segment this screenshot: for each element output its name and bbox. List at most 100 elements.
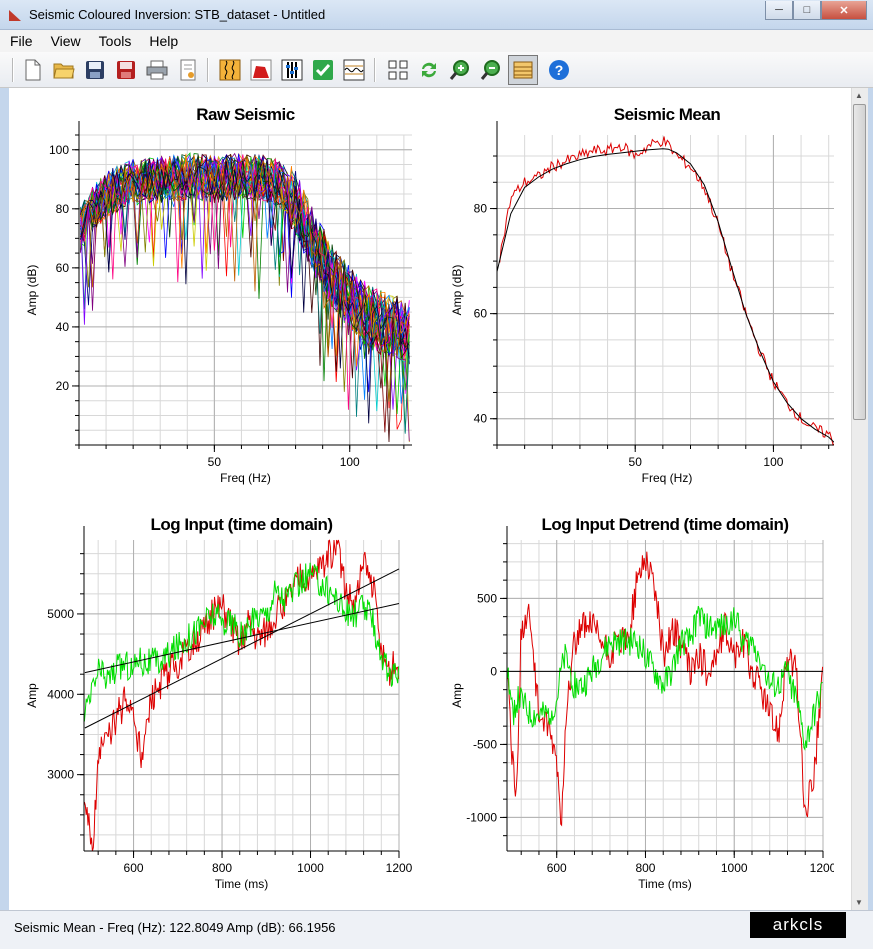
chart-svg: 600 800 1000 1200 3000 4000 5000 Log Input (tim…	[25, 515, 413, 891]
chart-title: Raw Seismic	[196, 105, 294, 124]
y-tick-label: 60	[56, 261, 70, 275]
chart-svg: 50 100 20 40 60 80 100 Raw Seismic Freq (Hz) Amp …	[25, 105, 412, 485]
y-tick-label: 40	[56, 320, 70, 334]
menu-bar: File View Tools Help	[0, 30, 873, 52]
x-axis-label: Freq (Hz)	[642, 471, 693, 485]
x-tick-label: 1200	[386, 861, 413, 875]
seismic-mean-chart: 50 100 40 60 80 Seismic Mean Freq (Hz) Amp (dB)	[424, 88, 834, 493]
y-tick-label: 60	[474, 307, 488, 321]
save-icon[interactable]	[83, 58, 107, 82]
toolbar-separator	[12, 58, 14, 82]
window-frame-left	[0, 88, 9, 910]
series-line	[80, 155, 410, 348]
logo-text: arkcls	[772, 915, 824, 934]
series-line	[84, 568, 400, 729]
menu-file[interactable]: File	[10, 33, 33, 49]
status-text: Seismic Mean - Freq (Hz): 122.8049 Amp (…	[14, 920, 336, 935]
series-group	[80, 152, 410, 443]
menu-tools[interactable]: Tools	[98, 33, 132, 49]
scroll-up-icon[interactable]: ▲	[855, 91, 863, 100]
spectrum-icon[interactable]	[249, 58, 273, 82]
chart-title: Log Input Detrend (time domain)	[541, 515, 788, 534]
refresh-icon[interactable]	[417, 58, 441, 82]
toolbar: ?	[0, 52, 873, 88]
y-axis-label: Amp	[25, 683, 39, 708]
minimize-button[interactable]: ─	[765, 1, 793, 20]
y-tick-label: 80	[56, 202, 70, 216]
x-axis-label: Time (ms)	[638, 877, 692, 891]
y-tick-label: -500	[473, 737, 497, 751]
series-line	[83, 539, 400, 852]
print-icon[interactable]	[145, 58, 169, 82]
y-tick-label: 0	[490, 664, 497, 678]
x-tick-label: 800	[212, 861, 232, 875]
grid	[496, 135, 834, 446]
title-bar: Seismic Coloured Inversion: STB_dataset …	[0, 0, 873, 30]
seismic-trace-icon[interactable]	[218, 58, 242, 82]
x-tick-label: 1200	[810, 861, 834, 875]
chart-panel: 50 100 20 40 60 80 100 Raw Seismic Freq (Hz) Amp …	[9, 88, 851, 910]
app-logo-icon	[9, 10, 21, 21]
scroll-down-icon[interactable]: ▼	[855, 898, 863, 907]
company-logo: arkcls	[750, 912, 846, 938]
series-line	[84, 603, 400, 674]
series-group	[506, 551, 824, 827]
window-title: Seismic Coloured Inversion: STB_dataset …	[29, 7, 326, 22]
series-line	[506, 551, 824, 827]
axes: 600 800 1000 1200 -1000 -500 0 500	[466, 526, 834, 875]
save-as-icon[interactable]	[114, 58, 138, 82]
zoom-out-icon[interactable]	[479, 58, 503, 82]
svg-text:?: ?	[555, 62, 564, 78]
menu-view[interactable]: View	[50, 33, 81, 49]
x-tick-label: 600	[547, 861, 567, 875]
close-button[interactable]: ✕	[821, 1, 867, 20]
series-line	[80, 155, 410, 356]
wavelet-icon[interactable]	[342, 58, 366, 82]
scrollbar-thumb[interactable]	[853, 104, 866, 420]
check-icon[interactable]	[311, 58, 335, 82]
document-properties-icon[interactable]	[176, 58, 200, 82]
axes: 600 800 1000 1200 3000 4000 5000	[47, 526, 413, 875]
zoom-in-icon[interactable]	[448, 58, 472, 82]
y-tick-label: 500	[477, 591, 497, 605]
vertical-scrollbar[interactable]: ▲ ▼	[851, 88, 868, 910]
x-tick-label: 100	[763, 455, 783, 469]
y-tick-label: 40	[474, 412, 488, 426]
y-tick-label: -1000	[466, 810, 497, 824]
maximize-button[interactable]: □	[793, 1, 821, 20]
y-axis-label: Amp (dB)	[450, 265, 464, 316]
series-group	[83, 539, 400, 852]
log-input-detrend-chart: 600 800 1000 1200 -1000 -500 0 500 Log Input Det…	[424, 498, 834, 903]
menu-help[interactable]: Help	[149, 33, 179, 49]
x-tick-label: 100	[340, 455, 360, 469]
window-frame-right	[867, 88, 873, 910]
chart-title: Seismic Mean	[614, 105, 721, 124]
y-axis-label: Amp	[450, 683, 464, 708]
filter-sliders-icon[interactable]	[280, 58, 304, 82]
series-line	[496, 148, 834, 443]
series-line	[506, 605, 823, 751]
series-line	[80, 153, 410, 443]
x-tick-label: 600	[124, 861, 144, 875]
series-line	[499, 136, 834, 446]
layers-icon[interactable]	[508, 55, 538, 85]
y-tick-label: 4000	[47, 687, 74, 701]
chart-title: Log Input (time domain)	[150, 515, 332, 534]
axes: 50 100 40 60 80	[474, 121, 834, 469]
y-tick-label: 20	[56, 379, 70, 393]
chart-svg: 50 100 40 60 80 Seismic Mean Freq (Hz) Amp (dB)	[450, 105, 834, 485]
chart-svg: 600 800 1000 1200 -1000 -500 0 500 Log Input Det…	[450, 515, 834, 891]
help-icon[interactable]: ?	[547, 58, 571, 82]
grid-view-icon[interactable]	[386, 58, 410, 82]
series-group	[496, 136, 834, 446]
x-axis-label: Time (ms)	[215, 877, 269, 891]
y-tick-label: 80	[474, 202, 488, 216]
grid	[84, 540, 400, 851]
series-line	[80, 152, 410, 415]
x-tick-label: 50	[208, 455, 222, 469]
open-folder-icon[interactable]	[52, 58, 76, 82]
y-axis-label: Amp (dB)	[25, 265, 39, 316]
new-file-icon[interactable]	[21, 58, 45, 82]
log-input-chart: 600 800 1000 1200 3000 4000 5000 Log Input (tim…	[9, 498, 419, 903]
x-tick-label: 800	[635, 861, 655, 875]
